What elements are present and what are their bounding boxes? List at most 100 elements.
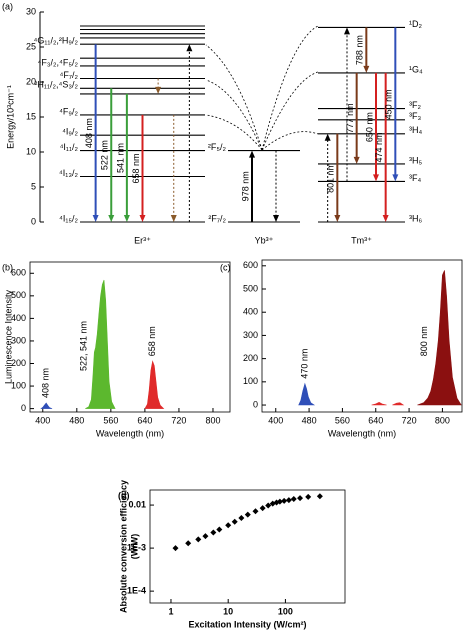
data-point <box>238 515 245 522</box>
data-point <box>290 496 297 503</box>
x-tick-label: 720 <box>171 415 186 425</box>
transition-label: 658 nm <box>131 153 141 183</box>
panel-label: (a) <box>2 1 13 11</box>
y-tick-label: 200 <box>11 358 26 368</box>
level-label: ⁴F₃/₂,⁴F₅/₂ <box>37 57 78 67</box>
y-tick-label: 400 <box>11 313 26 323</box>
transfer-curve <box>205 79 263 151</box>
transfer-curve <box>205 114 263 151</box>
spectrum-area <box>144 360 165 409</box>
data-point <box>297 495 304 502</box>
level-label: ³F₃ <box>409 111 421 121</box>
y-axis-label: Energy/10³cm⁻¹ <box>5 85 15 149</box>
level-label: ⁴I₁₅/₂ <box>59 213 79 223</box>
panel: 0 5 10 15 20 25 30 Energy/10³cm⁻¹ (a) Er³⁺ ⁴I₁₅/₂ ⁴… <box>2 1 423 245</box>
data-point <box>305 493 312 500</box>
x-tick-label: 400 <box>35 415 50 425</box>
panel-label: (c) <box>220 262 231 272</box>
x-axis-label: Wavelength (nm) <box>328 428 396 438</box>
x-tick-label: 800 <box>205 415 220 425</box>
y-tick-label: 25 <box>26 41 36 51</box>
spectrum-area <box>371 401 387 406</box>
plot-frame <box>149 489 346 604</box>
x-tick-label: 560 <box>103 415 118 425</box>
arrowhead <box>186 44 193 52</box>
data-point <box>276 498 283 505</box>
transfer-curve <box>205 44 263 151</box>
peak-label: 522, 541 nm <box>78 321 88 371</box>
y-tick-label: 1E-4 <box>127 586 146 596</box>
plot-frame <box>261 259 463 413</box>
spectrum-area <box>392 402 405 406</box>
data-point <box>244 511 251 518</box>
y-tick-label: 30 <box>26 6 36 16</box>
y-tick-label: 400 <box>243 307 258 317</box>
arrowhead <box>382 215 389 222</box>
y-tick-label: 20 <box>26 76 36 86</box>
level-label: ³H₆ <box>409 213 422 223</box>
y-tick-label: 5 <box>31 181 36 191</box>
arrowhead <box>108 215 115 222</box>
data-point <box>210 529 217 536</box>
peak-label: 658 nm <box>147 326 157 356</box>
level-label: ²H₁₁/₂,⁴S₃/₂ <box>34 80 78 90</box>
x-axis-label: Excitation Intensity (W/cm²) <box>188 619 306 629</box>
spectrum-area <box>298 382 316 406</box>
x-tick-label: 720 <box>402 415 417 425</box>
data-point <box>225 522 232 529</box>
transition-label: 474 nm <box>374 132 384 162</box>
transition-label: 408 nm <box>84 118 94 148</box>
level-label: ⁴I₉/₂ <box>62 127 78 137</box>
transition-label: 450 nm <box>384 89 394 119</box>
x-tick-label: 10 <box>223 606 233 616</box>
data-point <box>265 502 272 509</box>
level-label: ³H₄ <box>409 125 422 135</box>
y-tick-label: 500 <box>243 283 258 293</box>
level-label: ³F₄ <box>409 173 421 183</box>
y-tick-label: 0.01 <box>128 499 146 509</box>
arrowhead <box>249 150 255 158</box>
panel: 1 10 100 1E-4 1E-3 0.01 Excitation Intensity (… <box>118 480 346 629</box>
ion-name: Er³⁺ <box>134 235 151 245</box>
data-point <box>195 536 202 543</box>
y-tick-label: 100 <box>243 376 258 386</box>
level-label: ¹D₂ <box>409 19 422 29</box>
y-tick-label: 100 <box>11 380 26 390</box>
x-axis-label: Wavelength (nm) <box>96 428 164 438</box>
arrowhead <box>373 174 379 182</box>
level-label: ¹G₄ <box>409 64 423 74</box>
level-label: ⁴I₁₃/₂ <box>59 168 79 178</box>
arrowhead <box>324 133 331 141</box>
panel: 400 480 560 640 720 800 0 100 200 300 400 500 600 Wav… <box>220 259 463 438</box>
y-tick-label: 600 <box>11 268 26 278</box>
transition-label: 522 nm <box>100 140 110 170</box>
y-tick-label: 200 <box>243 353 258 363</box>
data-point <box>285 497 292 504</box>
arrowhead <box>123 215 130 222</box>
data-point <box>259 505 266 512</box>
panel-label: (b) <box>2 262 13 272</box>
level-label: ⁴G₁₁/₂,²H₉/₂ <box>34 36 79 46</box>
arrowhead <box>92 215 99 222</box>
transition-label: 788 nm <box>355 35 365 65</box>
y-tick-label: 1E-3 <box>127 542 146 552</box>
transition-label: 650 nm <box>364 112 374 142</box>
x-tick-label: 640 <box>137 415 152 425</box>
ion-name: Tm³⁺ <box>351 235 372 245</box>
y-tick-label: 300 <box>243 330 258 340</box>
energy-transfer-curves <box>205 25 319 151</box>
y-tick-label: 0 <box>253 399 258 409</box>
y-axis-label: Absolute conversion efficiency <box>118 480 128 613</box>
x-tick-label: 400 <box>268 415 283 425</box>
data-point <box>316 493 323 500</box>
data-point <box>172 545 179 552</box>
level-label: ³H₅ <box>409 155 422 165</box>
spectrum-area <box>417 270 462 406</box>
y-tick-label: 0 <box>21 403 26 413</box>
y-tick-label: 300 <box>11 335 26 345</box>
ion-name: Yb³⁺ <box>255 235 274 245</box>
x-tick-label: 640 <box>368 415 383 425</box>
arrowhead <box>353 156 360 164</box>
transition-label: 801 nm <box>326 163 336 193</box>
